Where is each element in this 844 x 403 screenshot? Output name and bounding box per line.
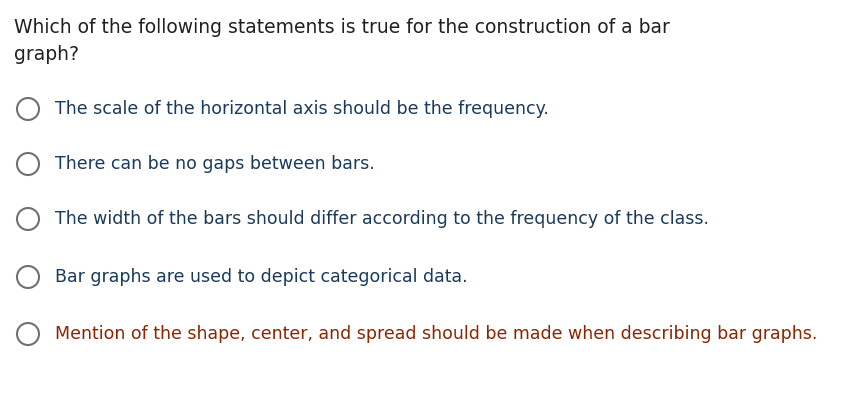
- Text: The width of the bars should differ according to the frequency of the class.: The width of the bars should differ acco…: [55, 210, 708, 228]
- Text: The scale of the horizontal axis should be the frequency.: The scale of the horizontal axis should …: [55, 100, 549, 118]
- Text: There can be no gaps between bars.: There can be no gaps between bars.: [55, 155, 374, 173]
- Text: Mention of the shape, center, and spread should be made when describing bar grap: Mention of the shape, center, and spread…: [55, 325, 816, 343]
- Text: Bar graphs are used to depict categorical data.: Bar graphs are used to depict categorica…: [55, 268, 467, 286]
- Text: graph?: graph?: [14, 45, 78, 64]
- Text: Which of the following statements is true for the construction of a bar: Which of the following statements is tru…: [14, 18, 669, 37]
